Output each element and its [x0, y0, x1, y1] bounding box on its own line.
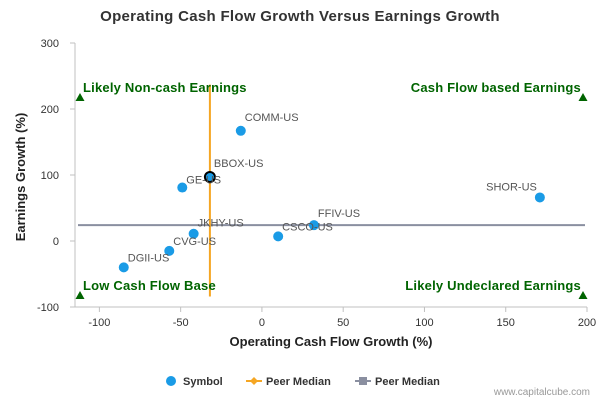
legend-marker-square — [359, 377, 367, 385]
legend-item: Peer Median — [355, 376, 440, 388]
legend-marker-circle — [166, 376, 176, 386]
chart-title: Operating Cash Flow Growth Versus Earnin… — [100, 8, 500, 25]
quadrant-label-top-right: Cash Flow based Earnings — [411, 80, 581, 95]
point-label-comm-us: COMM-US — [245, 112, 299, 124]
data-point-ffiv-us — [308, 220, 319, 231]
legend-label: Peer Median — [375, 376, 440, 388]
point-label-csco-us: CSCO-US — [282, 221, 333, 233]
data-point-shor-us — [534, 192, 545, 203]
x-tick-label: 200 — [578, 317, 596, 329]
quadrant-labels: Likely Non-cash Earnings Cash Flow based … — [75, 80, 588, 299]
y-axis-title: Earnings Growth (%) — [13, 113, 28, 242]
data-point-cvg-us — [164, 245, 175, 256]
triangle-marker-bottom-left — [75, 291, 85, 299]
data-point-csco-us — [273, 231, 284, 242]
point-label-dgii-us: DGII-US — [128, 252, 170, 264]
legend-item: Symbol — [166, 376, 223, 388]
point-labels: COMM-US BBOX-US GE-US SHOR-US FFIV-USCSCO-US… — [128, 112, 537, 265]
point-label-shor-us: SHOR-US — [486, 181, 537, 193]
x-tick-label: 150 — [497, 317, 515, 329]
point-label-ge-us: GE-US — [186, 175, 221, 187]
point-label-ffiv-us: FFIV-US — [318, 208, 360, 220]
legend: Symbol Peer Median Peer Median — [166, 376, 440, 388]
y-tick-label: -100 — [37, 302, 59, 314]
legend-marker-diamond — [250, 377, 258, 385]
x-tick-label: 50 — [337, 317, 349, 329]
x-tick-label: -100 — [88, 317, 110, 329]
quadrant-label-bottom-right: Likely Undeclared Earnings — [405, 278, 581, 293]
data-point-ge-us — [177, 182, 188, 193]
data-point-dgii-us — [118, 262, 129, 273]
legend-item: Peer Median — [246, 376, 331, 388]
quadrant-label-top-left: Likely Non-cash Earnings — [83, 80, 247, 95]
triangle-marker-top-right — [578, 93, 588, 101]
x-tick-label: -50 — [173, 317, 189, 329]
x-axis-title: Operating Cash Flow Growth (%) — [230, 334, 433, 349]
y-tick-label: 100 — [41, 170, 59, 182]
legend-label: Symbol — [183, 376, 223, 388]
point-label-cvg-us: CVG-US — [173, 236, 216, 248]
data-point-jkhy-us — [188, 228, 199, 239]
point-label-jkhy-us: JKHY-US — [198, 218, 244, 230]
data-point-comm-us — [235, 125, 246, 136]
point-label-bbox-us: BBOX-US — [214, 158, 264, 170]
axes: -100 -50 0 50 100 150 200 -100 0 100 200 300 — [37, 38, 596, 329]
legend-label: Peer Median — [266, 376, 331, 388]
y-tick-label: 300 — [41, 38, 59, 50]
data-point-bbox-us — [203, 170, 216, 183]
triangle-marker-bottom-right — [578, 291, 588, 299]
x-tick-label: 100 — [415, 317, 433, 329]
quadrant-label-bottom-left: Low Cash Flow Base — [83, 278, 216, 293]
triangle-marker-top-left — [75, 93, 85, 101]
y-tick-label: 0 — [53, 236, 59, 248]
y-tick-label: 200 — [41, 104, 59, 116]
x-tick-label: 0 — [259, 317, 265, 329]
data-points — [118, 125, 545, 273]
median-lines — [78, 84, 585, 297]
source-credit: www.capitalcube.com — [493, 387, 590, 398]
